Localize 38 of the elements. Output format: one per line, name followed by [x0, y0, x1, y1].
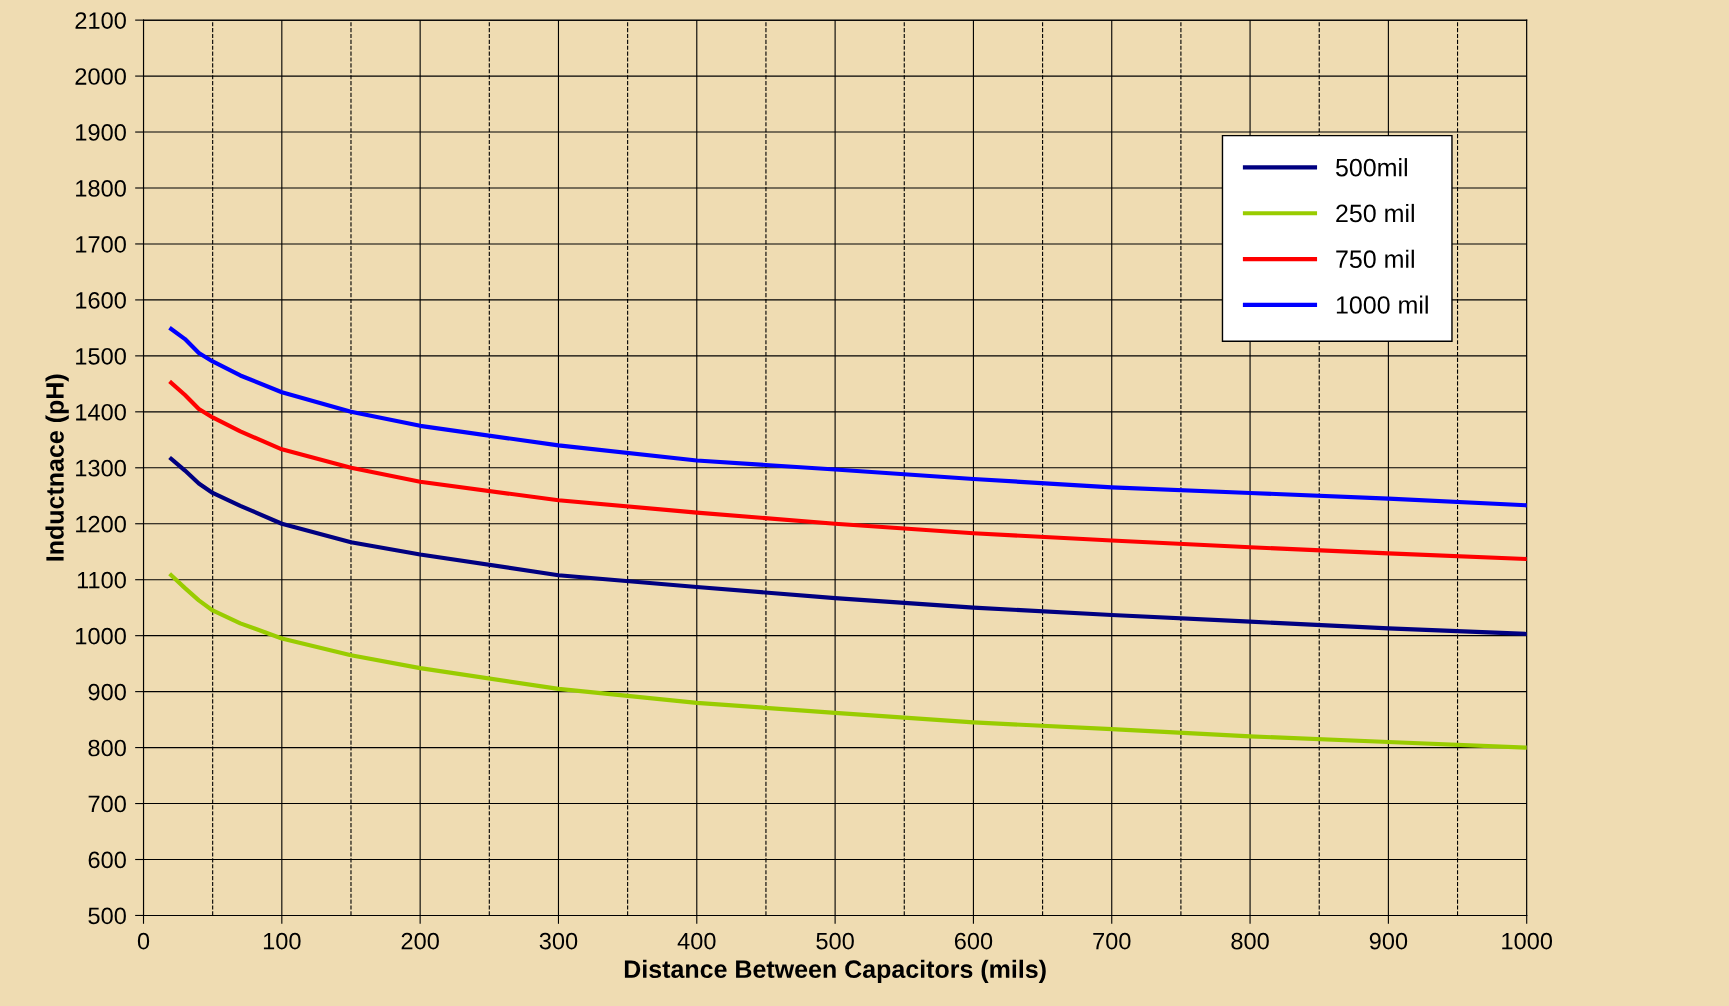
y-tick-label: 1200 [76, 515, 126, 533]
legend-label: 500mil [1335, 158, 1407, 177]
x-tick-label: 200 [401, 932, 439, 950]
x-tick-label: 800 [1231, 932, 1269, 950]
y-tick-label: 1500 [76, 347, 126, 365]
line-series [169, 326, 1527, 508]
y-tick-label: 2000 [75, 68, 126, 85]
x-tick-label: 400 [677, 932, 716, 950]
y-tick-label: 1600 [76, 291, 126, 309]
x-axis-title: Distance Between Capacitors (mils) [624, 959, 1046, 983]
y-tick-label: 1300 [76, 459, 126, 477]
y-axis-title: Inductnace (pH) [45, 374, 69, 561]
y-tick-label: 500 [88, 907, 126, 925]
line-series [169, 573, 1527, 750]
y-tick-label: 900 [88, 683, 126, 701]
legend-label: 750 mil [1336, 249, 1414, 269]
line-series [169, 456, 1527, 637]
y-tick-label: 1000 [76, 627, 126, 645]
line-series [169, 380, 1527, 562]
x-tick-label: 700 [1093, 932, 1131, 950]
y-tick-label: 600 [88, 851, 126, 869]
y-tick-label: 800 [88, 739, 126, 757]
y-tick-label: 2100 [75, 12, 126, 29]
legend-label: 1000 mil [1336, 295, 1428, 314]
y-tick-label: 1700 [76, 236, 126, 253]
y-tick-label: 700 [88, 795, 126, 813]
y-tick-label: 1900 [76, 124, 126, 141]
x-tick-label: 1000 [1502, 932, 1553, 950]
x-tick-label: 900 [1369, 932, 1408, 950]
x-tick-label: 500 [816, 932, 854, 950]
x-tick-label: 600 [954, 932, 993, 950]
x-tick-label: 100 [263, 932, 301, 950]
x-tick-label: 300 [539, 932, 578, 950]
y-tick-label: 1100 [77, 571, 126, 589]
legend-label: 250 mil [1336, 203, 1414, 223]
y-tick-label: 1800 [76, 180, 126, 197]
x-tick-label: 0 [137, 932, 150, 950]
y-tick-label: 1400 [76, 403, 126, 421]
